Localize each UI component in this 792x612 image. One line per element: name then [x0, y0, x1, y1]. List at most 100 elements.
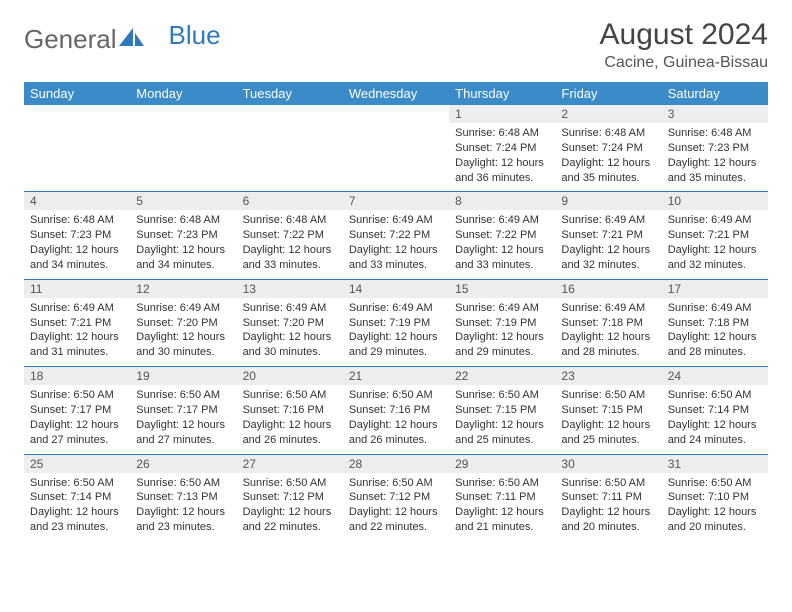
sunset-line: Sunset: 7:23 PM — [136, 229, 217, 241]
dow-sunday: Sunday — [24, 82, 130, 105]
sunrise-line: Sunrise: 6:50 AM — [455, 389, 539, 401]
logo: General Blue — [24, 18, 197, 52]
day-number: 6 — [243, 194, 250, 208]
day-number: 5 — [136, 194, 143, 208]
info-row: Sunrise: 6:49 AM Sunset: 7:21 PM Daylight:… — [24, 298, 768, 367]
day-number-cell — [130, 105, 236, 123]
sunset-line: Sunset: 7:15 PM — [455, 404, 536, 416]
daylight-line: Daylight: 12 hours and 26 minutes. — [243, 419, 332, 446]
sunset-line: Sunset: 7:20 PM — [136, 317, 217, 329]
day-number-cell: 11 — [24, 279, 130, 298]
sunrise-line: Sunrise: 6:50 AM — [30, 477, 114, 489]
day-number: 18 — [30, 369, 43, 383]
sunset-line: Sunset: 7:14 PM — [668, 404, 749, 416]
info-row: Sunrise: 6:48 AM Sunset: 7:24 PM Daylight:… — [24, 123, 768, 192]
day-info-cell: Sunrise: 6:49 AMSunset: 7:20 PMDaylight:… — [237, 298, 343, 367]
day-number-cell: 28 — [343, 454, 449, 473]
day-number-cell: 29 — [449, 454, 555, 473]
sunrise-line: Sunrise: 6:49 AM — [668, 302, 752, 314]
sunrise-line: Sunrise: 6:48 AM — [455, 127, 539, 139]
daylight-line: Daylight: 12 hours and 33 minutes. — [455, 244, 544, 271]
day-number-cell: 3 — [662, 105, 768, 123]
day-info-cell — [237, 123, 343, 192]
sunset-line: Sunset: 7:16 PM — [243, 404, 324, 416]
sunrise-line: Sunrise: 6:50 AM — [561, 389, 645, 401]
day-info-cell: Sunrise: 6:49 AMSunset: 7:18 PMDaylight:… — [555, 298, 661, 367]
day-info-cell: Sunrise: 6:50 AMSunset: 7:14 PMDaylight:… — [24, 473, 130, 541]
daynum-row: 18192021222324 — [24, 367, 768, 386]
daylight-line: Daylight: 12 hours and 30 minutes. — [243, 331, 332, 358]
daylight-line: Daylight: 12 hours and 35 minutes. — [668, 157, 757, 184]
sunset-line: Sunset: 7:22 PM — [455, 229, 536, 241]
sunrise-line: Sunrise: 6:49 AM — [30, 302, 114, 314]
sunset-line: Sunset: 7:23 PM — [30, 229, 111, 241]
day-info-cell: Sunrise: 6:48 AMSunset: 7:24 PMDaylight:… — [449, 123, 555, 192]
daylight-line: Daylight: 12 hours and 27 minutes. — [136, 419, 225, 446]
daylight-line: Daylight: 12 hours and 29 minutes. — [455, 331, 544, 358]
daylight-line: Daylight: 12 hours and 33 minutes. — [349, 244, 438, 271]
day-info-cell: Sunrise: 6:50 AMSunset: 7:13 PMDaylight:… — [130, 473, 236, 541]
sunrise-line: Sunrise: 6:48 AM — [561, 127, 645, 139]
sunset-line: Sunset: 7:21 PM — [30, 317, 111, 329]
daylight-line: Daylight: 12 hours and 30 minutes. — [136, 331, 225, 358]
daylight-line: Daylight: 12 hours and 32 minutes. — [668, 244, 757, 271]
sunset-line: Sunset: 7:17 PM — [30, 404, 111, 416]
title-block: August 2024 Cacine, Guinea-Bissau — [600, 18, 768, 72]
sunset-line: Sunset: 7:17 PM — [136, 404, 217, 416]
day-number-cell: 6 — [237, 192, 343, 211]
day-number-cell: 5 — [130, 192, 236, 211]
day-number-cell: 20 — [237, 367, 343, 386]
daylight-line: Daylight: 12 hours and 25 minutes. — [561, 419, 650, 446]
logo-sail-icon — [119, 26, 145, 52]
day-number-cell: 12 — [130, 279, 236, 298]
sunrise-line: Sunrise: 6:50 AM — [349, 477, 433, 489]
day-number-cell: 19 — [130, 367, 236, 386]
sunset-line: Sunset: 7:21 PM — [561, 229, 642, 241]
sunset-line: Sunset: 7:12 PM — [243, 491, 324, 503]
day-info-cell: Sunrise: 6:49 AMSunset: 7:19 PMDaylight:… — [449, 298, 555, 367]
sunrise-line: Sunrise: 6:50 AM — [243, 477, 327, 489]
day-info-cell: Sunrise: 6:50 AMSunset: 7:15 PMDaylight:… — [555, 385, 661, 454]
daynum-row: 25262728293031 — [24, 454, 768, 473]
daylight-line: Daylight: 12 hours and 21 minutes. — [455, 506, 544, 533]
daynum-row: 11121314151617 — [24, 279, 768, 298]
day-number-cell — [237, 105, 343, 123]
day-number: 19 — [136, 369, 149, 383]
sunset-line: Sunset: 7:24 PM — [455, 142, 536, 154]
calendar-table: Sunday Monday Tuesday Wednesday Thursday… — [24, 82, 768, 541]
daylight-line: Daylight: 12 hours and 26 minutes. — [349, 419, 438, 446]
day-info-cell: Sunrise: 6:50 AM Sunset: 7:12 PM Daylight:… — [237, 473, 343, 541]
day-info-cell: Sunrise: 6:49 AMSunset: 7:22 PMDaylight:… — [343, 210, 449, 279]
sunset-line: Sunset: 7:23 PM — [668, 142, 749, 154]
daylight-line: Daylight: 12 hours and 34 minutes. — [136, 244, 225, 271]
day-number: 28 — [349, 457, 362, 471]
daylight-line: Daylight: 12 hours and 28 minutes. — [668, 331, 757, 358]
day-number: 12 — [136, 282, 149, 296]
sunset-line: Sunset: 7:16 PM — [349, 404, 430, 416]
sunrise-line: Sunrise: 6:49 AM — [561, 302, 645, 314]
day-number: 30 — [561, 457, 574, 471]
day-info-cell: Sunrise: 6:50 AMSunset: 7:14 PMDaylight:… — [662, 385, 768, 454]
day-number: 31 — [668, 457, 681, 471]
day-number: 23 — [561, 369, 574, 383]
page-subtitle: Cacine, Guinea-Bissau — [600, 54, 768, 72]
info-row: Sunrise: 6:50 AM Sunset: 7:17 PM Daylight:… — [24, 385, 768, 454]
day-info-cell — [24, 123, 130, 192]
day-number: 1 — [455, 107, 462, 121]
sunrise-line: Sunrise: 6:50 AM — [30, 389, 114, 401]
day-number-cell: 24 — [662, 367, 768, 386]
daynum-row: 45678910 — [24, 192, 768, 211]
sunrise-line: Sunrise: 6:48 AM — [30, 214, 114, 226]
day-number: 2 — [561, 107, 568, 121]
day-info-cell: Sunrise: 6:49 AMSunset: 7:18 PMDaylight:… — [662, 298, 768, 367]
day-info-cell: Sunrise: 6:50 AMSunset: 7:11 PMDaylight:… — [449, 473, 555, 541]
daylight-line: Daylight: 12 hours and 25 minutes. — [455, 419, 544, 446]
sunrise-line: Sunrise: 6:50 AM — [136, 477, 220, 489]
sunrise-line: Sunrise: 6:49 AM — [455, 302, 539, 314]
daylight-line: Daylight: 12 hours and 31 minutes. — [30, 331, 119, 358]
day-number-cell: 26 — [130, 454, 236, 473]
day-number-cell: 18 — [24, 367, 130, 386]
daylight-line: Daylight: 12 hours and 22 minutes. — [243, 506, 332, 533]
daylight-line: Daylight: 12 hours and 32 minutes. — [561, 244, 650, 271]
sunset-line: Sunset: 7:18 PM — [561, 317, 642, 329]
